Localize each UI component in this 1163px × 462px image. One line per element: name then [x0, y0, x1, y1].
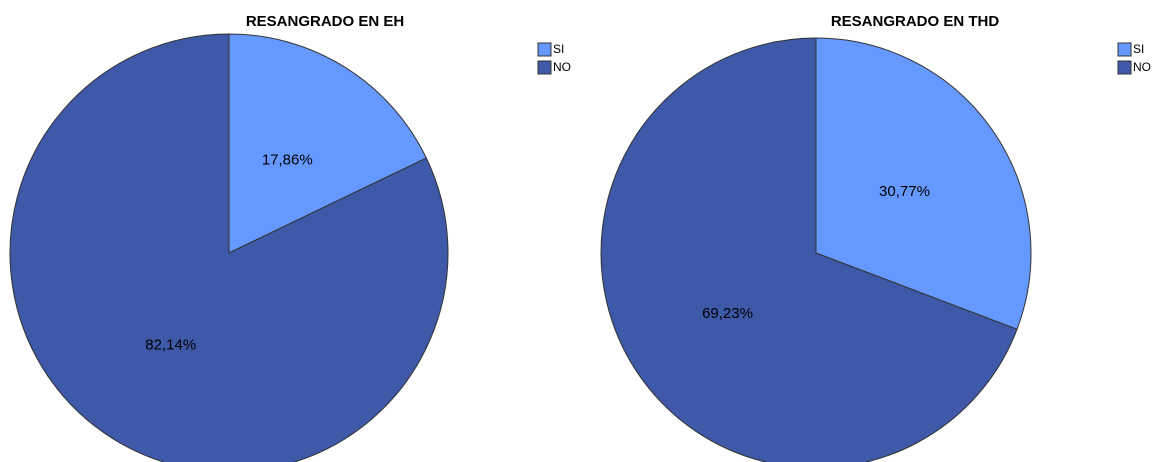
legend-swatch	[537, 42, 552, 57]
legend-swatch	[1117, 42, 1132, 57]
pie-slice	[9, 33, 449, 462]
legend-swatch	[1117, 60, 1132, 75]
legend-swatch	[537, 60, 552, 75]
pie-slice	[228, 33, 427, 254]
slice-label: 30,77%	[879, 183, 930, 200]
pie-slice	[815, 37, 1032, 330]
legend-label: SI	[553, 42, 564, 56]
pie-slice	[600, 37, 1018, 462]
slice-label: 69,23%	[702, 305, 753, 322]
chart-title: RESANGRADO EN EH	[246, 13, 404, 30]
chart-title: RESANGRADO EN THD	[831, 13, 1000, 30]
legend-label: SI	[1133, 42, 1144, 56]
legend-label: NO	[1133, 60, 1151, 74]
slice-label: 82,14%	[145, 337, 196, 354]
slice-label: 17,86%	[262, 151, 313, 168]
legend-label: NO	[553, 60, 571, 74]
